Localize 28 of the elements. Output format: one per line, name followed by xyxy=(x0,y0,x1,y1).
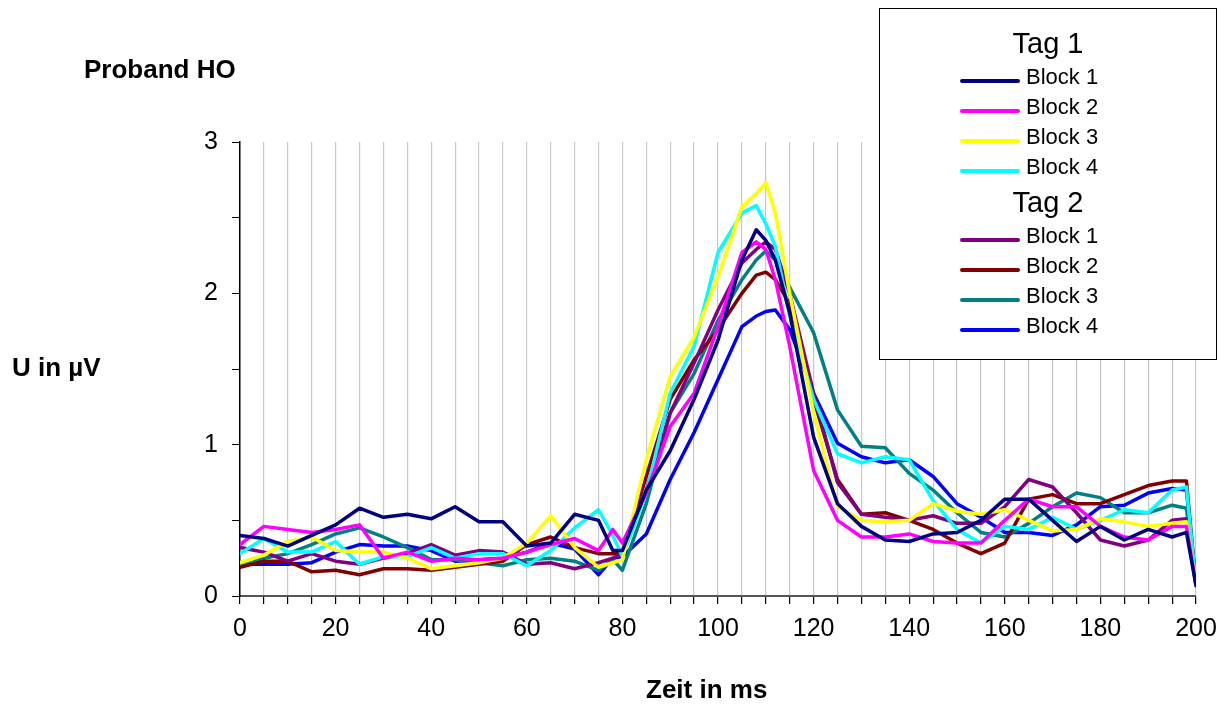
y-tick-label: 2 xyxy=(204,277,218,306)
chart-title: Proband HO xyxy=(84,54,236,85)
legend-title: Tag 1 xyxy=(1011,27,1085,60)
x-tick-label: 80 xyxy=(608,612,637,641)
x-tick-label: 40 xyxy=(417,612,446,641)
legend-label: Block 4 xyxy=(1026,313,1099,339)
x-tick-label: 60 xyxy=(512,612,541,641)
x-tick-label: 140 xyxy=(888,612,931,641)
legend-label: Block 1 xyxy=(1026,223,1099,249)
x-tick-label: 100 xyxy=(697,612,739,641)
x-tick-label: 160 xyxy=(983,612,1026,641)
legend-label: Block 2 xyxy=(1026,253,1099,279)
y-tick-label: 1 xyxy=(204,428,218,457)
annotation: Tag 2 xyxy=(1011,186,1085,219)
x-tick-label: 120 xyxy=(792,612,835,641)
y-tick-label: 3 xyxy=(204,125,218,154)
y-tick-label: 0 xyxy=(204,579,218,608)
legend-label: Block 2 xyxy=(1026,94,1099,120)
legend-label: Block 1 xyxy=(1026,64,1099,90)
x-tick-label: 200 xyxy=(1175,612,1217,641)
x-tick-label: 0 xyxy=(233,612,247,641)
legend-label: Block 4 xyxy=(1026,154,1099,180)
y-axis-title: U in µV xyxy=(12,352,101,383)
x-tick-label: 180 xyxy=(1079,612,1122,641)
x-axis-title: Zeit in ms xyxy=(646,674,768,705)
x-tick-label: 20 xyxy=(321,612,350,641)
legend-label: Block 3 xyxy=(1026,124,1099,150)
legend-label: Block 3 xyxy=(1026,283,1099,309)
